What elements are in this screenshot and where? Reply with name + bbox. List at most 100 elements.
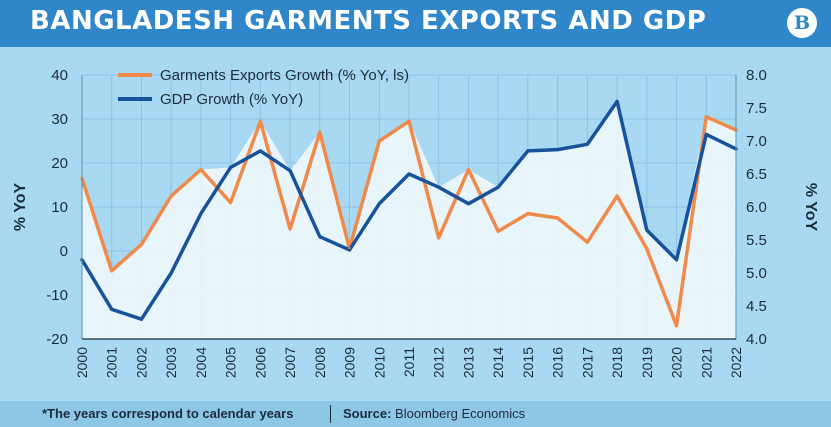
x-tick-label: 2014: [490, 347, 506, 378]
point-gdp: [645, 228, 649, 232]
point-garments-exports: [377, 139, 381, 143]
point-gdp: [556, 148, 560, 152]
point-gdp: [496, 185, 500, 189]
x-tick-label: 2015: [520, 347, 536, 378]
footnote: *The years correspond to calendar years: [42, 406, 294, 421]
point-gdp: [704, 132, 708, 136]
y-tick-right: 7.0: [746, 133, 767, 150]
area-fill: [82, 101, 736, 340]
point-gdp: [288, 169, 292, 173]
x-tick-label: 2017: [579, 347, 595, 378]
y-tick-left: 30: [51, 111, 68, 128]
header-bar: BANGLADESH GARMENTS EXPORTS AND GDP B: [0, 0, 831, 47]
y-tick-left: 20: [51, 155, 68, 172]
x-tick-label: 2010: [371, 347, 387, 378]
y-tick-right: 4.0: [746, 331, 767, 348]
x-tick-label: 2016: [550, 347, 566, 378]
point-gdp: [139, 317, 143, 321]
point-garments-exports: [229, 201, 233, 205]
point-garments-exports: [139, 242, 143, 246]
point-garments-exports: [437, 236, 441, 240]
point-gdp: [615, 99, 619, 103]
point-garments-exports: [110, 269, 114, 273]
y-tick-left: 0: [60, 243, 68, 260]
point-gdp: [348, 248, 352, 252]
x-tick-label: 2005: [223, 347, 239, 378]
x-tick-label: 2009: [342, 347, 358, 378]
y-tick-left: -20: [46, 331, 68, 348]
x-tick-label: 2000: [74, 347, 90, 378]
y-tick-right: 4.5: [746, 298, 767, 315]
point-gdp: [199, 212, 203, 216]
legend-label-garments-exports: Garments Exports Growth (% YoY, ls): [160, 67, 409, 84]
point-gdp: [169, 271, 173, 275]
footer-divider: [330, 405, 331, 423]
source-value: Bloomberg Economics: [395, 406, 526, 421]
legend-label-gdp: GDP Growth (% YoY): [160, 91, 303, 108]
point-garments-exports: [526, 212, 530, 216]
brand-logo-icon: B: [787, 8, 817, 38]
chart-area: -20 -10 0 10 20 30 40 4.0 4.5 5.0 5.5 6.0 6.5 7.0 7.5 8…: [12, 67, 819, 378]
point-gdp: [675, 258, 679, 262]
x-tick-label: 2002: [133, 347, 149, 378]
x-tick-label: 2006: [252, 347, 268, 378]
fill-layer: [82, 101, 736, 340]
point-garments-exports: [496, 229, 500, 233]
point-gdp: [437, 185, 441, 189]
point-garments-exports: [556, 216, 560, 220]
x-tick-label: 2013: [460, 347, 476, 378]
x-tick-label: 2011: [401, 347, 417, 377]
x-tick-label: 2019: [639, 347, 655, 378]
point-garments-exports: [675, 324, 679, 328]
point-garments-exports: [318, 130, 322, 134]
y-tick-right: 6.0: [746, 199, 767, 216]
point-garments-exports: [645, 247, 649, 251]
x-tick-label: 2012: [431, 347, 447, 378]
axis-layer: -20 -10 0 10 20 30 40 4.0 4.5 5.0 5.5 6.0 6.5 7.0 7.5 8…: [12, 67, 819, 378]
y-tick-right: 6.5: [746, 166, 767, 183]
source-label: Source:: [343, 406, 392, 421]
y-tick-right: 5.5: [746, 232, 767, 249]
x-tick-label: 2004: [193, 347, 209, 378]
y-tick-left: -10: [46, 287, 68, 304]
point-garments-exports: [169, 194, 173, 198]
x-tick-label: 2003: [163, 347, 179, 378]
chart-title: BANGLADESH GARMENTS EXPORTS AND GDP: [30, 6, 707, 36]
y-tick-left: 40: [51, 67, 68, 84]
point-garments-exports: [615, 194, 619, 198]
point-garments-exports: [407, 119, 411, 123]
x-tick-label: 2020: [669, 347, 685, 378]
y-tick-left: 10: [51, 199, 68, 216]
point-gdp: [110, 307, 114, 311]
point-garments-exports: [704, 115, 708, 119]
point-gdp: [466, 202, 470, 206]
x-tick-label: 2018: [609, 347, 625, 378]
point-garments-exports: [466, 168, 470, 172]
footer-bar: *The years correspond to calendar years …: [0, 401, 831, 427]
line-layer: [80, 99, 738, 328]
point-gdp: [318, 235, 322, 239]
point-garments-exports: [258, 119, 262, 123]
point-gdp: [585, 142, 589, 146]
y-tick-right: 5.0: [746, 265, 767, 282]
point-gdp: [229, 165, 233, 169]
point-gdp: [526, 149, 530, 153]
point-gdp: [377, 202, 381, 206]
x-tick-label: 2007: [282, 347, 298, 378]
point-garments-exports: [199, 168, 203, 172]
x-tick-label: 2022: [728, 347, 744, 378]
y-axis-label-right: % YoY: [802, 183, 819, 232]
point-gdp: [258, 149, 262, 153]
y-tick-right: 7.5: [746, 100, 767, 117]
y-tick-right: 8.0: [746, 67, 767, 84]
x-tick-label: 2001: [104, 347, 120, 378]
point-garments-exports: [585, 240, 589, 244]
x-tick-label: 2021: [698, 347, 714, 378]
x-tick-label: 2008: [312, 347, 328, 378]
point-gdp: [407, 172, 411, 176]
source-text: Source: Bloomberg Economics: [343, 406, 525, 421]
y-axis-label-left: % YoY: [12, 183, 29, 232]
legend: Garments Exports Growth (% YoY, ls) GDP G…: [118, 67, 409, 108]
brand-logo-letter: B: [793, 12, 811, 34]
